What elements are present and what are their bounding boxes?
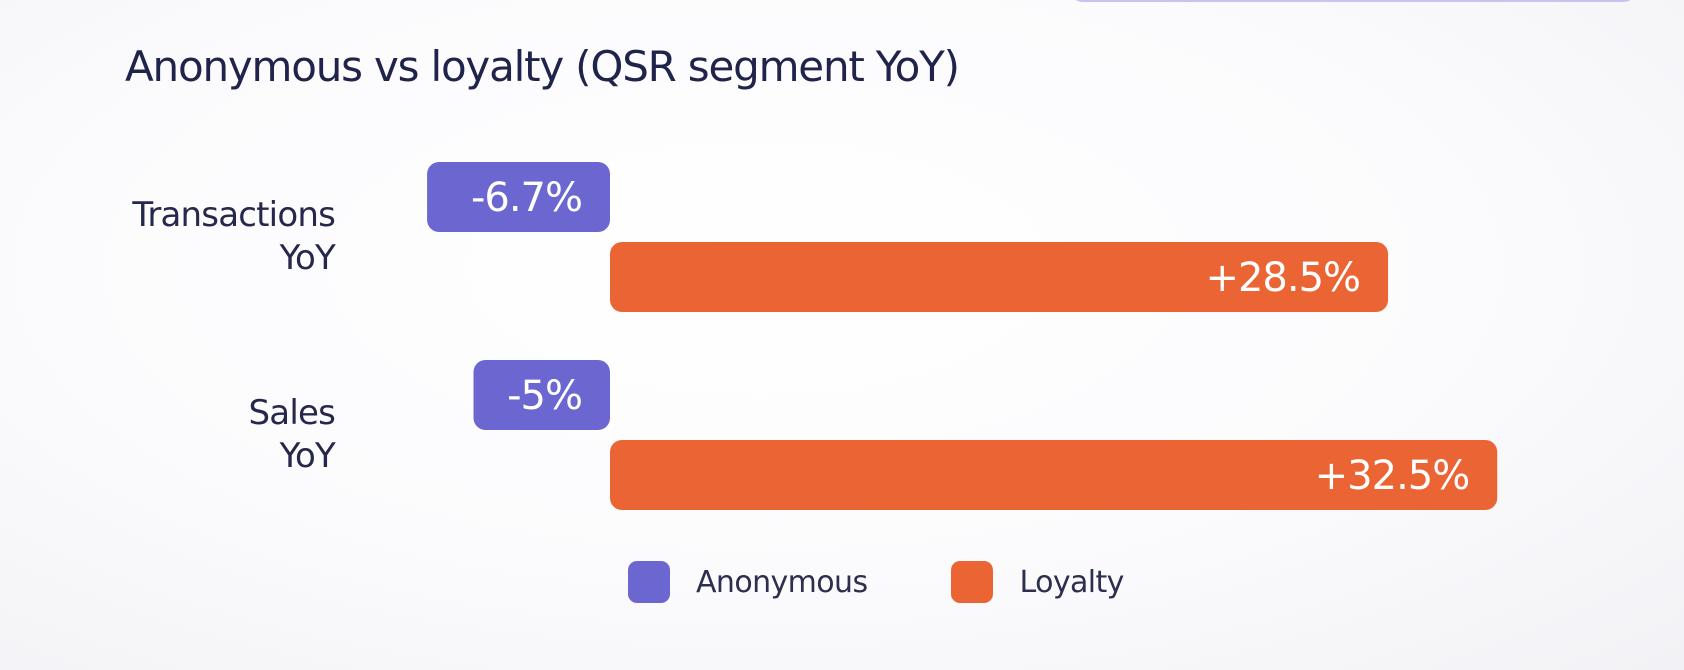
legend-swatch-loyalty xyxy=(951,561,994,603)
category-label-transactions-yoy: Transactions YoY xyxy=(131,195,336,278)
data-label-anonymous-transactions-yoy: -6.7% xyxy=(471,175,582,221)
data-label-anonymous-sales-yoy: -5% xyxy=(507,373,582,419)
data-label-loyalty-transactions-yoy: +28.5% xyxy=(1205,255,1360,301)
bar-anonymous-transactions-yoy xyxy=(427,162,610,232)
legend-swatch-anonymous xyxy=(628,561,670,603)
legend-label-anonymous: Anonymous xyxy=(696,564,868,600)
bar-loyalty-sales-yoy xyxy=(610,440,1498,510)
legend-label-loyalty: Loyalty xyxy=(1019,564,1124,600)
legend-item-anonymous: Anonymous xyxy=(628,561,868,603)
legend-item-loyalty: Loyalty xyxy=(951,561,1124,603)
bar-loyalty-transactions-yoy xyxy=(610,242,1389,312)
bar-anonymous-sales-yoy xyxy=(473,360,610,430)
category-label-sales-yoy: Sales YoY xyxy=(249,393,337,476)
data-label-loyalty-sales-yoy: +32.5% xyxy=(1315,453,1470,499)
chart-legend: Anonymous Loyalty xyxy=(628,561,1208,603)
chart-title: Anonymous vs loyalty (QSR segment YoY) xyxy=(125,42,960,91)
